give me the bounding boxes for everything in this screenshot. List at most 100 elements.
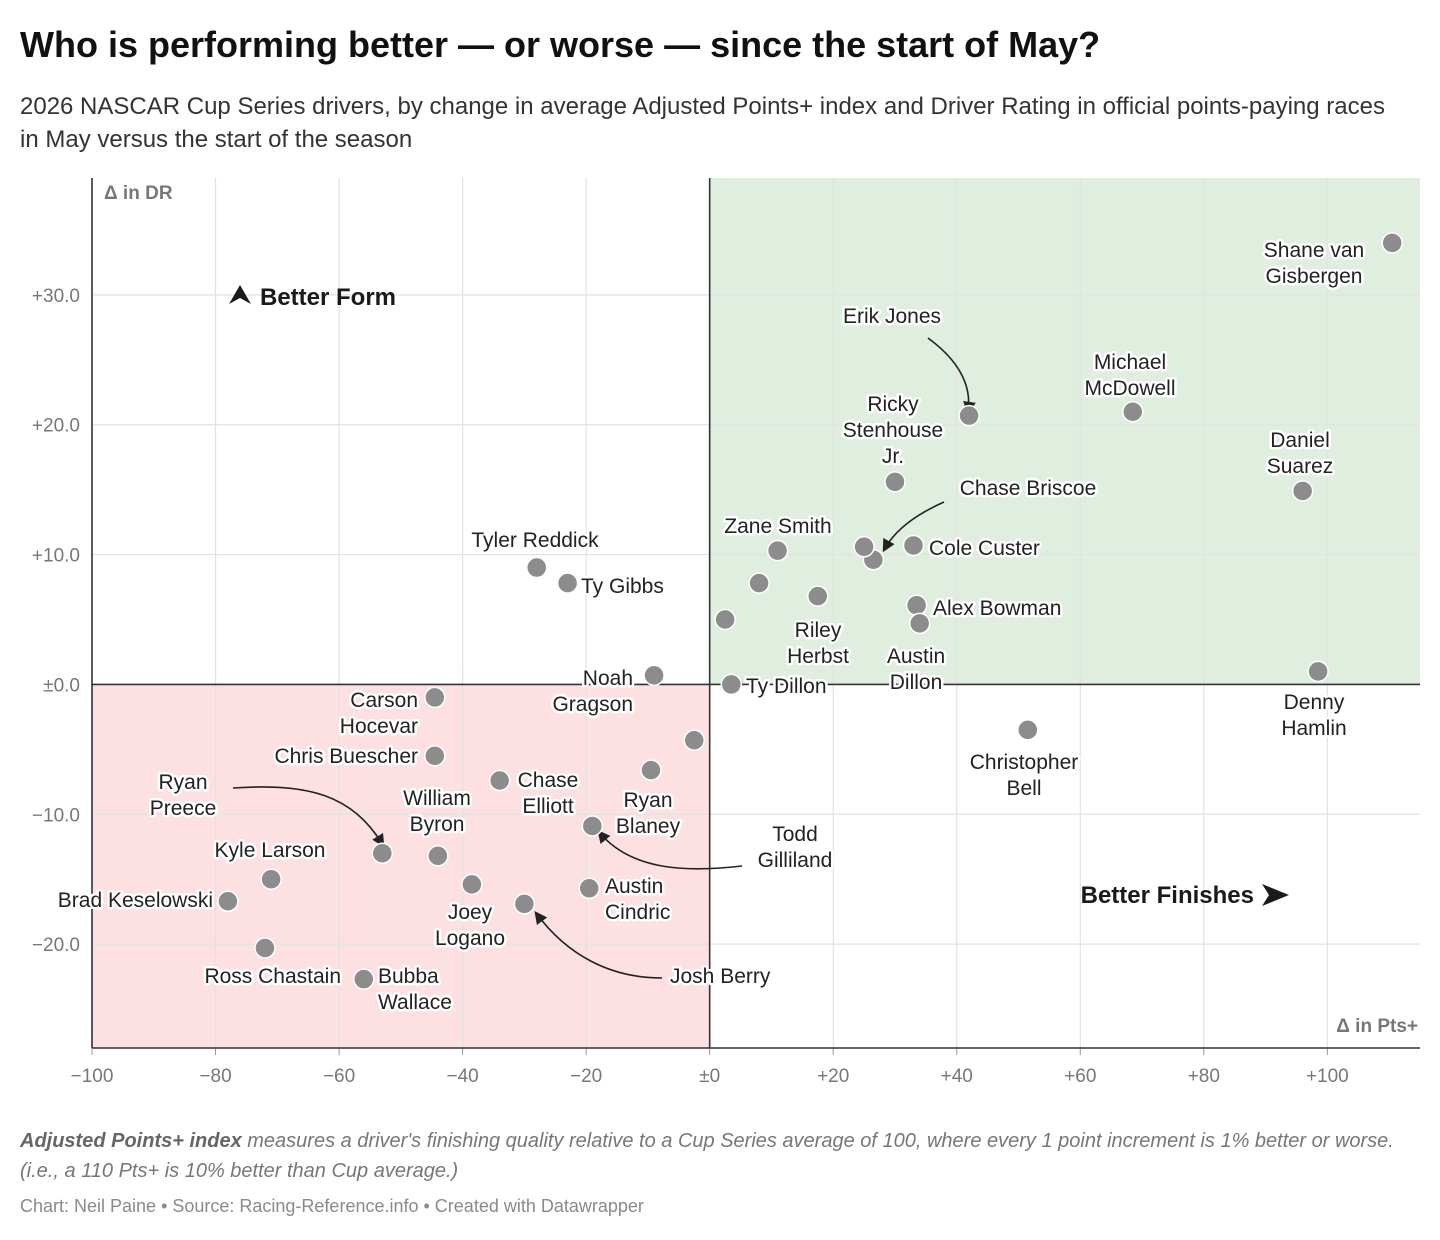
point-label-line: Elliott: [522, 795, 574, 818]
scatter-chart: −100 −80 −60 −40 −20 ±0 +20 +40 +60 +80 +100 +30.0 +…: [32, 178, 1420, 1087]
y-tick-label: −10.0: [32, 805, 80, 826]
data-point: [525, 556, 548, 579]
point-label-line: Christopher: [970, 751, 1079, 774]
methodology-note: Adjusted Points+ index measures a driver…: [20, 1126, 1420, 1186]
data-point: [1291, 480, 1314, 502]
point-label-line: Shane van: [1264, 239, 1364, 262]
point-label-line: Daniel: [1270, 429, 1330, 452]
data-point: [902, 534, 925, 557]
data-point: [217, 890, 239, 913]
better-finishes-label: Better Finishes: [1081, 882, 1254, 909]
point-label: Ricky Stenhouse Jr.: [843, 393, 943, 468]
y-tick-label: +30.0: [32, 286, 80, 307]
point-label: Noah Gragson: [552, 667, 633, 716]
data-point: [766, 539, 789, 562]
point-label-line: Ryan: [623, 789, 672, 812]
data-point: [1307, 660, 1329, 683]
x-tick-label: +80: [1188, 1066, 1220, 1087]
data-point: [254, 937, 276, 959]
point-label: Erik Jones: [843, 305, 941, 328]
point-label: Chris Buescher: [274, 745, 418, 768]
point-label-line: Zane Smith: [724, 515, 831, 538]
x-tick-label: −40: [446, 1066, 478, 1087]
point-label: Austin Cindric: [605, 875, 670, 924]
point-label-line: Noah: [583, 667, 633, 690]
data-point: [958, 404, 980, 427]
point-label: Josh Berry: [670, 965, 771, 988]
point-label-line: Jr.: [882, 445, 904, 468]
point-label-line: Denny: [1284, 691, 1345, 714]
point-label: Cole Custer: [929, 537, 1040, 560]
point-label-line: Ricky: [867, 393, 919, 416]
point-label-line: Austin: [887, 645, 945, 668]
connector-arrow: [927, 337, 976, 415]
x-tick-label: −80: [199, 1066, 231, 1087]
worse-quadrant: [92, 684, 710, 1048]
point-label-line: Ty Dillon: [746, 675, 827, 698]
data-point: [908, 612, 931, 635]
point-label-line: Ross Chastain: [204, 965, 341, 988]
data-point: [424, 745, 446, 767]
x-tick-label: +40: [941, 1066, 973, 1087]
point-label-line: Herbst: [787, 645, 849, 668]
point-label-line: Josh Berry: [670, 965, 771, 988]
point-label: Carson Hocevar: [340, 689, 418, 738]
point-label-line: Stenhouse: [843, 419, 943, 442]
data-point: [260, 868, 282, 890]
point-label-line: Kyle Larson: [215, 839, 326, 862]
data-point: [1122, 400, 1144, 423]
data-point: [513, 893, 536, 915]
point-label: Daniel Suarez: [1267, 429, 1334, 478]
point-label: Ross Chastain: [204, 965, 341, 988]
data-point: [683, 729, 705, 752]
point-label-line: Suarez: [1267, 455, 1334, 478]
source-credit: Chart: Neil Paine • Source: Racing-Refer…: [20, 1196, 644, 1216]
up-arrow-icon: [229, 285, 251, 304]
data-point: [427, 845, 449, 867]
point-label: Bubba Wallace: [378, 965, 452, 1014]
data-point: [424, 686, 446, 709]
point-label-line: Brad Keselowski: [58, 889, 213, 912]
point-label-line: Michael: [1094, 351, 1166, 374]
chart-title: Who is performing better — or worse — si…: [20, 24, 1101, 65]
x-tick-label: +100: [1306, 1066, 1349, 1087]
better-quadrant: [709, 178, 1420, 685]
point-label: Shane van Gisbergen: [1264, 239, 1364, 288]
x-tick-label: +60: [1064, 1066, 1096, 1087]
connector-arrow: [534, 910, 663, 979]
data-point: [581, 815, 604, 837]
data-point: [905, 594, 928, 616]
point-label: Chase Elliott: [518, 769, 579, 818]
point-label-line: Hamlin: [1281, 717, 1346, 740]
data-point: [853, 536, 875, 558]
point-label: Ryan Preece: [150, 771, 217, 820]
connector-arrow: [597, 830, 743, 870]
data-point: [643, 664, 665, 687]
data-point: [714, 608, 736, 631]
better-form-label: Better Form: [260, 284, 396, 311]
point-label-line: Logano: [435, 927, 505, 950]
point-label: Riley Herbst: [787, 619, 849, 668]
point-label: Austin Dillon: [887, 645, 945, 694]
point-label-line: William: [403, 787, 471, 810]
point-label: Alex Bowman: [933, 597, 1061, 620]
point-label-line: Dillon: [890, 671, 943, 694]
point-label-line: Chase: [518, 769, 579, 792]
point-label-line: Preece: [150, 797, 217, 820]
data-point: [1017, 719, 1039, 741]
point-label-line: Blaney: [616, 815, 681, 838]
point-label-line: Chase Briscoe: [960, 477, 1097, 500]
point-label-line: Cole Custer: [929, 537, 1040, 560]
data-point: [556, 572, 579, 594]
right-arrow-icon: [1262, 884, 1289, 906]
point-label-line: Hocevar: [340, 715, 418, 738]
point-label: Joey Logano: [435, 901, 505, 950]
x-tick-label: ±0: [699, 1066, 720, 1087]
point-label-line: Bell: [1006, 777, 1041, 800]
connector-arrow: [882, 501, 945, 553]
y-tick-label: ±0.0: [43, 675, 80, 696]
data-point: [1381, 232, 1403, 254]
point-label-line: Tyler Reddick: [471, 529, 599, 552]
data-point: [371, 842, 394, 864]
point-label-line: Austin: [605, 875, 663, 898]
